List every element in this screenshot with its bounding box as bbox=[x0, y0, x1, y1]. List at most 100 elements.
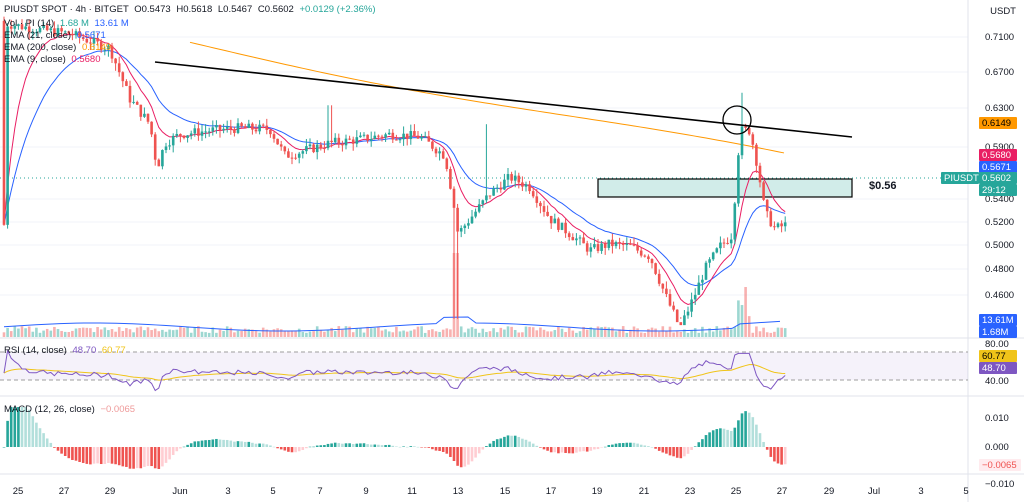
volume-bar bbox=[103, 327, 107, 337]
legend-ema21[interactable]: EMA (21, close) 0.5671 bbox=[4, 30, 106, 42]
candle-body bbox=[168, 145, 171, 147]
ema21-path bbox=[3, 50, 786, 286]
candle-body bbox=[654, 263, 657, 274]
macd-hist-bar bbox=[294, 447, 297, 453]
time-tick-label: 9 bbox=[363, 486, 368, 497]
volume-bar bbox=[539, 327, 542, 337]
legend-rsi[interactable]: RSI (14, close) 48.70 60.77 bbox=[4, 345, 126, 357]
volume-bar bbox=[621, 326, 625, 337]
candles bbox=[2, 16, 787, 326]
volume-bar bbox=[571, 330, 575, 337]
candle-body bbox=[179, 133, 182, 136]
volume-bar bbox=[38, 332, 42, 337]
macd-hist-bar bbox=[503, 436, 506, 447]
badge-vol-ma: 13.61M bbox=[982, 315, 1014, 326]
candle-body bbox=[236, 123, 240, 133]
candle-body bbox=[755, 144, 758, 166]
volume-bar bbox=[632, 326, 636, 337]
macd-hist-bar bbox=[229, 440, 233, 447]
legend-vol[interactable]: Vol · PI (14) 1.68 M 13.61 M bbox=[4, 18, 129, 30]
vol-value: 1.68 M bbox=[59, 18, 89, 29]
candle-body bbox=[341, 143, 344, 146]
volume-bar bbox=[564, 332, 567, 337]
candle-body bbox=[74, 31, 78, 36]
volume-bar bbox=[326, 329, 330, 337]
volume-bar bbox=[164, 331, 168, 337]
volume-bar bbox=[661, 326, 665, 337]
macd-hist-bar bbox=[481, 447, 485, 450]
macd-hist-bar bbox=[589, 447, 593, 451]
candle-body bbox=[276, 138, 279, 145]
candle-body bbox=[305, 146, 308, 152]
macd-hist-bar bbox=[330, 443, 333, 447]
macd-hist-bar bbox=[24, 407, 27, 447]
rsi-label: RSI (14, close) bbox=[4, 345, 67, 356]
candle-body bbox=[506, 174, 510, 180]
volume-bar bbox=[204, 332, 207, 337]
volume-bar bbox=[373, 327, 377, 337]
rsi-value: 48.70 bbox=[72, 345, 97, 356]
macd-hist-bar bbox=[467, 447, 470, 465]
symbol-name[interactable]: PIUSDT SPOT · 4h · BITGET bbox=[4, 4, 129, 15]
volume-bar bbox=[567, 327, 571, 337]
volume-bar bbox=[312, 331, 315, 337]
macd-hist-bar bbox=[459, 447, 463, 468]
macd-hist-bar bbox=[117, 447, 121, 466]
macd-hist-bar bbox=[211, 439, 215, 447]
legend-ema200[interactable]: EMA (200, close) 0.6149 bbox=[4, 42, 111, 54]
macd-hist-bar bbox=[701, 439, 704, 447]
volume-bar bbox=[35, 327, 38, 337]
volume-bar bbox=[330, 327, 333, 337]
legend-ema9[interactable]: EMA (9, close) 0.5680 bbox=[4, 54, 100, 66]
macd-hist-bar bbox=[150, 447, 153, 467]
volume-bar bbox=[726, 326, 729, 337]
volume-bar bbox=[63, 331, 67, 337]
volume-bar bbox=[485, 332, 488, 337]
volume-bar bbox=[553, 330, 557, 337]
macd-hist-bar bbox=[326, 443, 330, 447]
macd-hist-bar bbox=[351, 443, 355, 447]
volume-bar bbox=[362, 332, 366, 337]
legend-macd[interactable]: MACD (12, 26, close) −0.0065 bbox=[4, 404, 135, 416]
volume-bar bbox=[503, 329, 506, 337]
macd-hist-bar bbox=[557, 447, 560, 454]
volume-bar bbox=[557, 326, 560, 337]
time-tick-label: 5 bbox=[270, 486, 275, 497]
candle-body bbox=[251, 123, 254, 130]
time-tick-label: 7 bbox=[317, 486, 322, 497]
macd-hist-bar bbox=[751, 417, 755, 447]
candle-body bbox=[528, 184, 531, 192]
volume-bar bbox=[747, 316, 751, 337]
macd-hist-bar bbox=[236, 441, 240, 447]
volume-bar bbox=[513, 329, 517, 337]
volume-bar bbox=[776, 327, 780, 337]
volume-bar bbox=[744, 287, 747, 337]
volume-bar bbox=[110, 329, 114, 337]
macd-hist-bar bbox=[243, 441, 247, 447]
candle-body bbox=[463, 225, 467, 229]
candle-body bbox=[384, 134, 387, 138]
macd-hist-bar bbox=[146, 447, 150, 466]
candle-body bbox=[294, 157, 297, 159]
candle-body bbox=[229, 126, 233, 130]
macd-hist-bar bbox=[657, 447, 661, 451]
trendline bbox=[154, 61, 853, 138]
volume-bar bbox=[139, 326, 143, 337]
candle-body bbox=[175, 133, 179, 136]
badge-countdown: 29:12 bbox=[982, 185, 1006, 196]
volume-bar bbox=[441, 329, 445, 337]
candle-body bbox=[348, 138, 351, 140]
candle-body bbox=[247, 123, 251, 128]
volume-bar bbox=[582, 326, 585, 337]
volume-bar bbox=[128, 329, 132, 337]
volume-bar bbox=[549, 331, 553, 337]
candle-body bbox=[647, 256, 650, 260]
volume-bar bbox=[420, 326, 423, 337]
macd-hist-bar bbox=[405, 446, 409, 448]
candle-body bbox=[395, 139, 398, 141]
macd-hist-bar bbox=[6, 420, 9, 447]
macd-hist-bar bbox=[571, 447, 575, 454]
macd-axis-0000: 0.000 bbox=[985, 442, 1009, 453]
macd-hist-bar bbox=[647, 446, 650, 447]
macd-hist-bar bbox=[654, 447, 657, 449]
